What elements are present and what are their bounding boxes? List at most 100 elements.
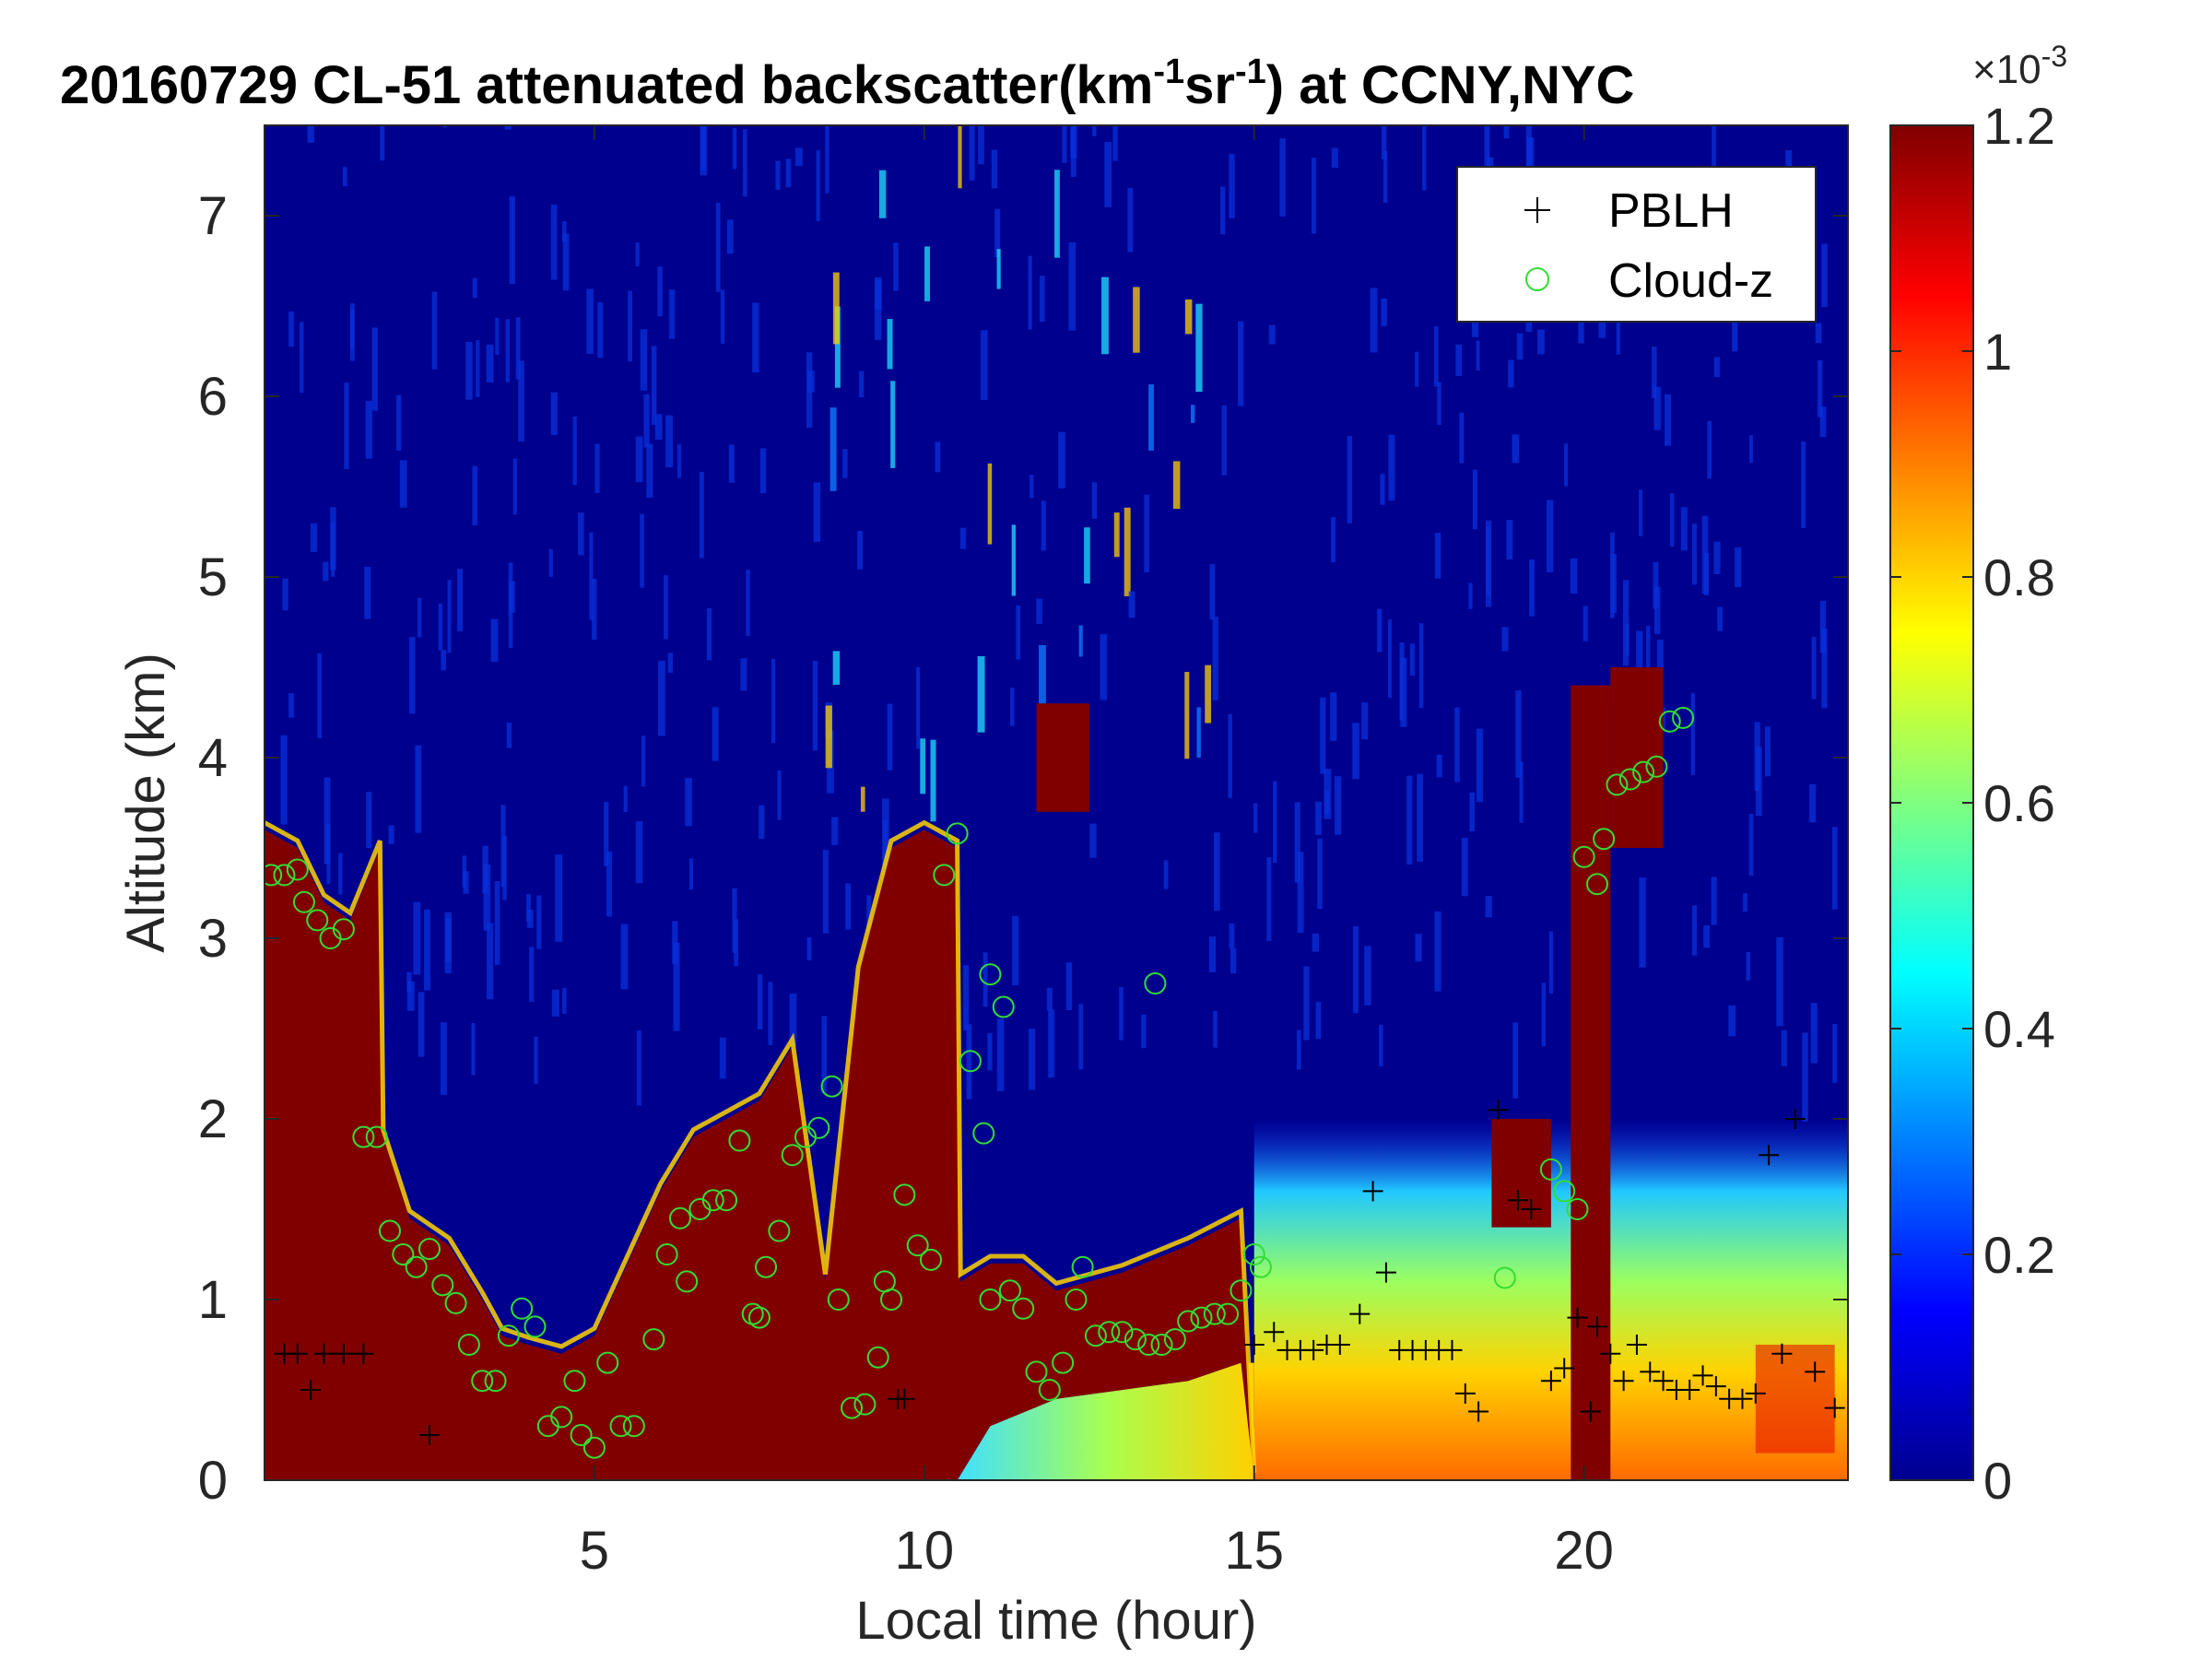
backscatter-streak [775, 160, 781, 191]
backscatter-streak [860, 786, 865, 812]
backscatter-streak [1078, 1004, 1084, 1070]
backscatter-streak [643, 394, 650, 448]
backscatter-streak [1436, 754, 1442, 778]
pblh-point [1784, 1109, 1806, 1129]
backscatter-streak [1213, 1010, 1218, 1048]
cloud-z-point [365, 1125, 388, 1148]
pblh-point [1362, 1181, 1383, 1202]
backscatter-streak [1009, 688, 1015, 726]
backscatter-streak [994, 208, 1001, 257]
backscatter-streak [526, 894, 531, 922]
backscatter-streak [1802, 1032, 1808, 1122]
pblh-point [1692, 1365, 1713, 1386]
backscatter-streak [1104, 142, 1112, 207]
backscatter-streak [1417, 773, 1423, 863]
backscatter-streak [1776, 936, 1783, 1027]
cloud-z-point [853, 1393, 877, 1416]
backscatter-streak [1028, 1029, 1036, 1090]
backscatter-streak [1537, 329, 1545, 355]
backscatter-streak [457, 569, 464, 632]
backscatter-streak [1570, 558, 1578, 594]
title-main: 20160729 CL-51 attenuated backscatter(km [60, 55, 1153, 115]
backscatter-streak [604, 802, 609, 866]
backscatter-streak [875, 280, 882, 340]
pblh-point [1540, 1371, 1561, 1392]
backscatter-streak [1144, 494, 1149, 573]
cloud-z-point [332, 918, 355, 941]
backscatter-streak [1717, 606, 1723, 631]
backscatter-streak [1133, 287, 1140, 353]
backscatter-streak [1459, 412, 1465, 464]
cloud-z-point [972, 1122, 995, 1145]
backscatter-streak [562, 233, 570, 291]
backscatter-streak [1485, 896, 1492, 918]
colorbar-ticks: 0 0.2 0.4 0.6 0.8 1 1.2 [1890, 97, 2055, 1510]
backscatter-streak [1680, 507, 1688, 551]
backscatter-streak [785, 159, 792, 188]
cloud-z-point [781, 1144, 804, 1167]
backscatter-streak [572, 416, 577, 486]
cloud-z-point [1553, 1180, 1576, 1203]
backscatter-streak [1703, 925, 1710, 948]
backscatter-streak [771, 659, 776, 744]
backscatter-streak [548, 548, 553, 577]
title-end: ) at CCNY,NYC [1266, 55, 1635, 115]
pblh-point [1468, 1401, 1489, 1422]
cloud-z-point [933, 864, 956, 887]
backscatter-streak [1707, 420, 1712, 479]
y-tick-label: 0 [198, 1451, 228, 1511]
backscatter-streak [1184, 299, 1193, 335]
pblh-point [1243, 1335, 1265, 1355]
backscatter-streak [930, 739, 936, 822]
backscatter-streak [365, 400, 373, 459]
backscatter-streak [1084, 527, 1090, 584]
pblh-point [1679, 1380, 1700, 1400]
title-sup-1: -1 [1153, 53, 1184, 91]
backscatter-streak [1748, 814, 1754, 877]
backscatter-streak [495, 317, 500, 355]
backscatter-streak [1418, 623, 1424, 709]
backscatter-streak [700, 125, 708, 176]
cloud-z-point [1084, 1324, 1107, 1347]
backscatter-streak [1320, 697, 1326, 774]
backscatter-streak [1380, 474, 1385, 505]
backscatter-streak [431, 291, 438, 370]
backscatter-streak [1113, 512, 1120, 558]
cloud-z-point [1150, 1334, 1173, 1356]
backscatter-streak [1512, 1022, 1519, 1099]
pblh-point [1705, 1376, 1726, 1397]
backscatter-streak [1279, 138, 1286, 217]
backscatter-streak [1361, 702, 1369, 740]
backscatter-streak [1196, 707, 1201, 759]
cloud-z-point [1038, 1379, 1061, 1401]
backscatter-streak [1331, 147, 1338, 168]
cloud-z-point [563, 1370, 586, 1393]
cloud-z-point [747, 1306, 771, 1329]
backscatter-streak [977, 655, 985, 733]
cloud-z-point [979, 963, 1002, 986]
cloud-z-point [1618, 768, 1641, 791]
backscatter-streak [1011, 524, 1017, 596]
backscatter-streak [746, 570, 750, 637]
backscatter-streak [1382, 150, 1388, 204]
backscatter-streak [409, 637, 416, 714]
backscatter-streak [444, 918, 452, 962]
backscatter-streak [486, 923, 494, 1000]
backscatter-streak [1711, 877, 1717, 925]
backscatter-streak [1476, 340, 1480, 371]
pblh-point [1441, 1339, 1463, 1360]
backscatter-streak [529, 947, 535, 1002]
legend-box [1456, 166, 1817, 323]
backscatter-streak [418, 597, 422, 638]
legend-cloud-label: Cloud-z [1608, 254, 1773, 308]
backscatter-streak [515, 317, 521, 380]
backscatter-streak [1273, 781, 1277, 864]
backscatter-streak [1208, 936, 1217, 972]
cloud-z-point [959, 1050, 982, 1073]
colorbar-tick-label: 0.4 [1983, 1000, 2055, 1058]
backscatter-streak [1819, 600, 1827, 653]
backscatter-streak [594, 443, 600, 493]
pblh-point [1488, 1100, 1509, 1121]
cloud-z-point [1025, 1360, 1048, 1383]
backscatter-streak [1296, 1030, 1301, 1070]
